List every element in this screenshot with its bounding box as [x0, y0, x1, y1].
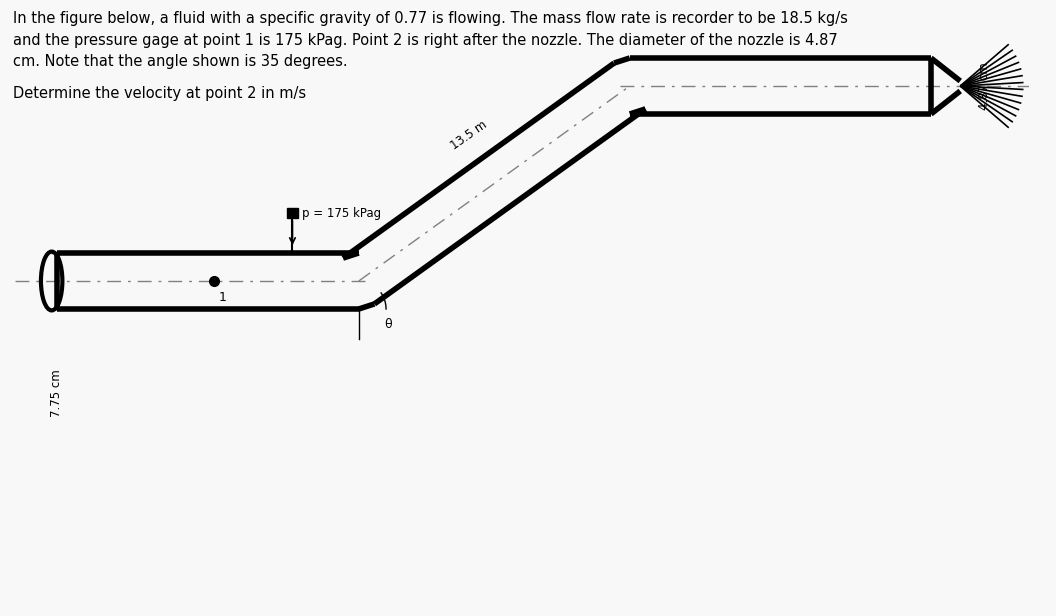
Text: 4.87 cm: 4.87 cm	[978, 62, 992, 110]
Text: Determine the velocity at point 2 in m/s: Determine the velocity at point 2 in m/s	[13, 86, 306, 101]
Polygon shape	[286, 208, 298, 218]
Text: p = 175 kPag: p = 175 kPag	[302, 206, 381, 219]
Text: In the figure below, a fluid with a specific gravity of 0.77 is flowing. The mas: In the figure below, a fluid with a spec…	[13, 11, 848, 69]
Text: θ: θ	[384, 317, 392, 331]
Text: 13.5 m: 13.5 m	[448, 118, 490, 153]
Text: 1: 1	[219, 291, 226, 304]
Text: 7.75 cm: 7.75 cm	[50, 369, 63, 417]
